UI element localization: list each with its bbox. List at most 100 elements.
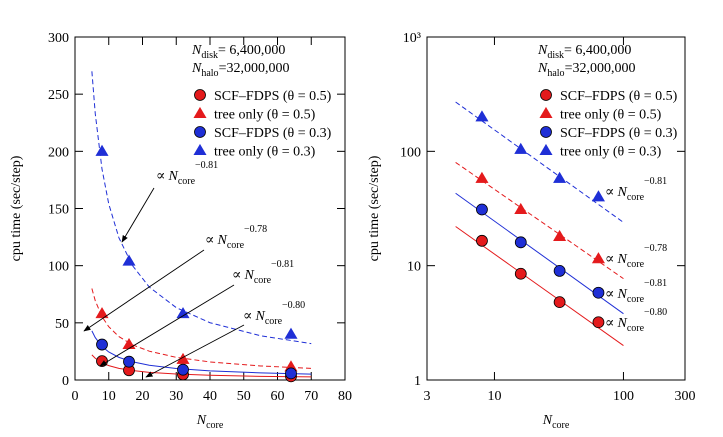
annotation-var: N	[254, 309, 265, 324]
data-point	[514, 236, 527, 249]
annotation-arrow	[99, 284, 235, 367]
x-tick-label: 70	[304, 389, 318, 404]
annotation-sub: core	[254, 275, 272, 286]
x-tick-label: 20	[136, 389, 150, 404]
annotation-sup: −0.81	[644, 278, 667, 289]
data-point	[475, 110, 489, 122]
annotation-symbol: ∝	[205, 233, 214, 248]
y-tick-label: 100	[400, 145, 421, 160]
y-tick-label: 300	[48, 31, 69, 46]
x-tick-label: 3	[424, 389, 431, 404]
info-value: =32,000,000	[219, 61, 290, 76]
plot-frame	[426, 36, 686, 381]
annotation-sub: core	[627, 294, 645, 305]
legend-marker	[539, 106, 553, 118]
data-point	[591, 190, 605, 202]
info-text: Ndisk= 6,400,000	[191, 43, 285, 61]
annotation-var: N	[167, 169, 178, 184]
info-value: =32,000,000	[565, 61, 636, 76]
data-point	[553, 296, 566, 309]
data-point	[592, 316, 605, 329]
annotation-var: N	[243, 268, 254, 283]
y-tick-label: 10	[407, 260, 421, 275]
annotation-var: N	[616, 316, 627, 331]
info-sub: halo	[201, 68, 218, 79]
chart-panel: 3 10 100 300 1 10 100 10³ Ncore cpu time (sec/ste…	[367, 31, 696, 431]
info-sub: disk	[201, 50, 218, 61]
info-text: Nhalo=32,000,000	[191, 61, 289, 79]
y-axis-label: cpu time (sec/step)	[9, 155, 24, 261]
legend-label: tree only (θ = 0.3)	[560, 145, 662, 160]
data-point	[176, 307, 190, 319]
data-point	[553, 264, 566, 277]
annotation: ∝ Ncore −0.81	[605, 278, 667, 305]
annotation: ∝ Ncore −0.78	[205, 224, 267, 251]
annotation-var: N	[216, 233, 227, 248]
annotation-sup: −0.81	[195, 160, 218, 171]
annotation-var: N	[616, 252, 627, 267]
annotation-symbol: ∝	[605, 185, 614, 200]
annotation: ∝ Ncore −0.81	[232, 259, 294, 286]
annotation: ∝ Ncore −0.81	[605, 176, 667, 203]
x-tick-label: 40	[203, 389, 217, 404]
data-point	[553, 229, 567, 241]
annotation: ∝ Ncore −0.81	[156, 160, 218, 187]
x-tick-label: 30	[169, 389, 183, 404]
x-axis-label-sub: core	[552, 420, 570, 431]
data-point	[476, 234, 488, 247]
x-axis-label-sub: core	[206, 420, 224, 431]
annotation-sup: −0.80	[644, 307, 667, 318]
annotation-sub: core	[627, 323, 645, 334]
legend-marker	[540, 89, 552, 101]
data-point	[122, 254, 136, 266]
data-point	[476, 203, 488, 216]
x-axis-label: Ncore	[196, 413, 224, 431]
legend-marker	[194, 89, 206, 101]
annotation-sup: −0.78	[644, 243, 667, 254]
x-tick-label: 10	[487, 389, 501, 404]
legend-label: SCF–FDPS (θ = 0.3)	[560, 126, 678, 141]
annotation-arrow	[83, 249, 205, 332]
annotation-symbol: ∝	[605, 316, 614, 331]
y-tick-label: 150	[48, 203, 69, 218]
annotation-symbol: ∝	[605, 287, 614, 302]
x-tick-label: 80	[338, 389, 352, 404]
annotation-sup: −0.81	[644, 176, 667, 187]
annotation-sup: −0.78	[244, 224, 267, 235]
fit-line	[91, 71, 312, 345]
fit-line	[91, 288, 312, 369]
annotation-var: N	[616, 185, 627, 200]
legend-label: tree only (θ = 0.3)	[214, 145, 316, 160]
legend-label: tree only (θ = 0.5)	[560, 108, 662, 123]
x-tick-label: 10	[102, 389, 116, 404]
legend-label: SCF–FDPS (θ = 0.3)	[214, 126, 332, 141]
info-var: N	[537, 43, 548, 58]
legend-marker	[194, 126, 206, 138]
chart-panel: 0 10 20 30 40 50 60 70 80 0 50 100 150 200 250 300 Ncore…	[9, 31, 352, 431]
data-point	[475, 171, 489, 183]
y-tick-label: 250	[48, 88, 69, 103]
info-value: = 6,400,000	[564, 43, 631, 58]
data-point	[95, 144, 109, 156]
annotation: ∝ Ncore −0.78	[605, 243, 667, 270]
annotation: ∝ Ncore −0.80	[605, 307, 667, 334]
legend-label: tree only (θ = 0.5)	[214, 108, 316, 123]
annotation-sup: −0.81	[271, 259, 294, 270]
x-tick-label: 0	[72, 389, 79, 404]
annotation-sub: core	[627, 192, 645, 203]
data-point	[514, 142, 528, 154]
annotation-symbol: ∝	[605, 252, 614, 267]
y-tick-label: 0	[62, 374, 69, 389]
x-axis-label-var: N	[542, 413, 553, 428]
x-tick-label: 300	[675, 389, 696, 404]
annotation-sub: core	[178, 176, 196, 187]
annotation-sub: core	[265, 316, 283, 327]
annotation-sup: −0.80	[282, 300, 305, 311]
y-tick-label: 10³	[403, 31, 421, 46]
data-point	[553, 171, 567, 183]
info-text: Nhalo=32,000,000	[537, 61, 635, 79]
data-point	[122, 337, 136, 350]
legend-label: SCF–FDPS (θ = 0.5)	[560, 89, 678, 104]
data-point	[96, 338, 108, 351]
annotation-arrow	[121, 187, 155, 243]
